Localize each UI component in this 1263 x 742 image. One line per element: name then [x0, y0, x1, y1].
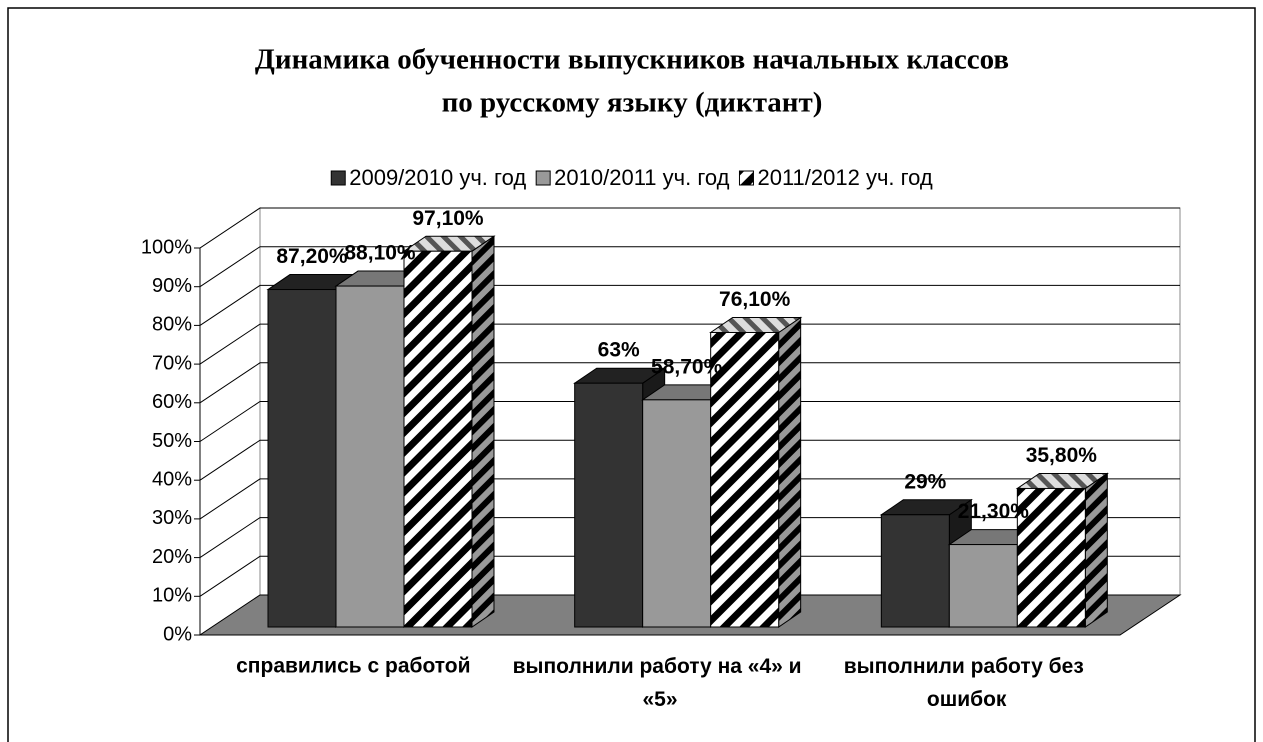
- grid-line: [199, 401, 1180, 442]
- legend-swatch: [535, 170, 551, 186]
- grid-line: [199, 517, 1180, 559]
- y-tick-label: 30%: [152, 507, 192, 529]
- bar: [403, 250, 473, 628]
- value-label: 97,10%: [412, 207, 484, 230]
- y-tick-label: 20%: [152, 546, 192, 568]
- x-tick-label: выполнили работу на «4» и «5»: [513, 655, 808, 711]
- grid-line: [199, 555, 1180, 597]
- bar: [574, 382, 644, 628]
- legend-item: 2010/2011 уч. год: [535, 165, 730, 190]
- bar-side: [1084, 472, 1108, 628]
- legend-label: 2011/2012 уч. год: [757, 165, 932, 190]
- bar: [710, 331, 780, 628]
- grid-line: [199, 478, 1180, 520]
- value-label: 58,70%: [651, 355, 723, 378]
- value-label: 63%: [598, 339, 640, 362]
- bar: [1016, 487, 1086, 628]
- chart-title: Динамика обученности выпускников начальн…: [255, 44, 1009, 76]
- bar: [267, 289, 337, 628]
- bar: [880, 514, 950, 628]
- value-label: 76,10%: [719, 288, 791, 311]
- y-tick-label: 40%: [152, 468, 192, 490]
- grid-line: [199, 246, 1180, 288]
- y-tick-label: 80%: [152, 314, 192, 336]
- y-tick-label: 100%: [141, 236, 192, 258]
- legend-swatch: [738, 170, 754, 186]
- value-label: 87,20%: [276, 245, 348, 268]
- value-label: 88,10%: [344, 242, 416, 265]
- value-label: 21,30%: [958, 500, 1030, 523]
- y-tick-label: 60%: [152, 391, 192, 413]
- chart-title: по русскому языку (диктант): [442, 87, 823, 119]
- bar: [948, 544, 1018, 628]
- value-label: 35,80%: [1026, 444, 1098, 467]
- grid-line: [199, 439, 1180, 481]
- x-tick-label: справились с работой: [236, 655, 470, 678]
- bar-side: [471, 235, 495, 628]
- grid-line: [199, 284, 1180, 326]
- grid-line: [199, 207, 1180, 249]
- x-tick-label-line: «5»: [642, 688, 677, 711]
- bar-side: [778, 316, 802, 628]
- grid-line: [199, 323, 1180, 365]
- legend: 2009/2010 уч. год 2010/2011 уч. год 2011/2…: [330, 165, 933, 190]
- legend-item: 2011/2012 уч. год: [738, 165, 933, 190]
- y-tick-label: 90%: [152, 275, 192, 297]
- legend-item: 2009/2010 уч. год: [330, 165, 526, 190]
- bar: [335, 285, 405, 628]
- value-label: 29%: [904, 470, 946, 493]
- legend-label: 2009/2010 уч. год: [349, 165, 526, 190]
- y-tick-label: 50%: [152, 430, 192, 452]
- y-tick-label: 70%: [152, 352, 192, 374]
- legend-label: 2010/2011 уч. год: [554, 165, 729, 190]
- y-tick-label: 0%: [163, 623, 192, 645]
- x-tick-label-line: ошибок: [927, 688, 1007, 711]
- legend-swatch: [330, 170, 346, 186]
- x-tick-label-line: выполнили работу на «4» и: [513, 655, 808, 678]
- grid-line: [199, 362, 1180, 404]
- y-tick-label: 10%: [152, 585, 192, 607]
- x-tick-label: выполнили работу без ошибок: [844, 655, 1090, 711]
- bar: [642, 399, 712, 628]
- x-tick-label-line: выполнили работу без: [844, 655, 1090, 678]
